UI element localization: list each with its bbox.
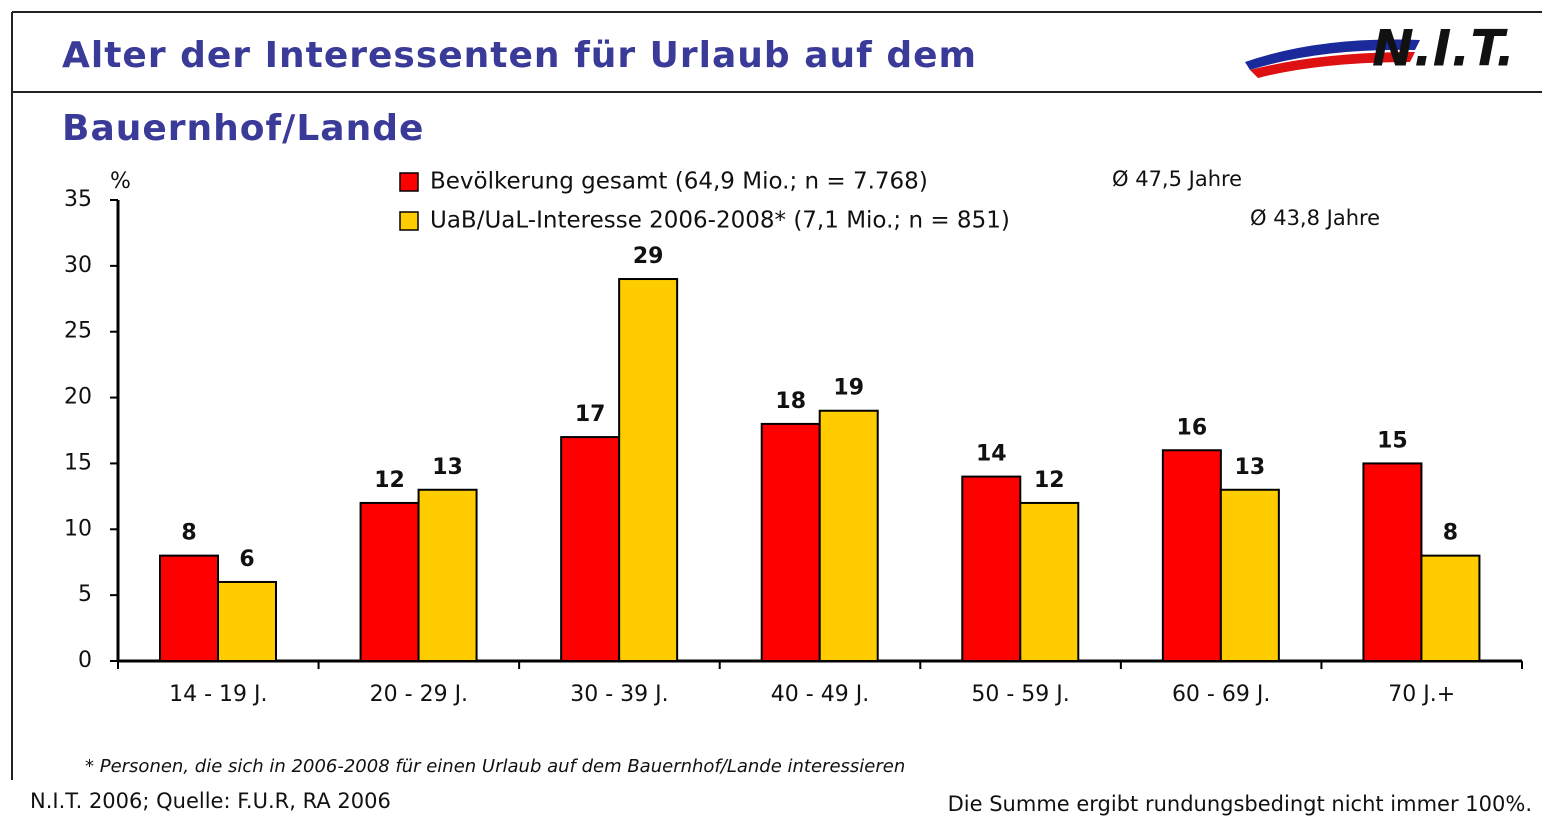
x-tick-label: 30 - 39 J. [570, 682, 668, 707]
bar [159, 554, 219, 663]
bar [1219, 488, 1280, 662]
chart-title: Bauernhof/Lande [62, 108, 424, 149]
footnote: * Personen, die sich in 2006-2008 für ei… [85, 756, 905, 777]
y-tick-label: 30 [64, 253, 92, 278]
y-tick-label: 35 [64, 187, 92, 212]
legend-swatch [399, 172, 419, 192]
value-label: 6 [239, 547, 254, 572]
y-tick-label: 0 [78, 648, 92, 673]
source: N.I.T. 2006; Quelle: F.U.R, RA 2006 [30, 789, 391, 813]
y-tick-label: 10 [64, 516, 92, 541]
x-tick-label: 40 - 49 J. [771, 682, 869, 707]
value-label: 12 [374, 468, 405, 493]
legend-note: Ø 47,5 Jahre [1112, 167, 1242, 191]
bar [961, 475, 1022, 662]
legend-swatch [399, 211, 419, 231]
x-tick-label: 70 J.+ [1388, 682, 1455, 707]
bar [818, 409, 879, 662]
x-tick-label: 20 - 29 J. [370, 682, 468, 707]
x-tick-label: 50 - 59 J. [971, 682, 1069, 707]
bar [417, 488, 478, 662]
value-label: 16 [1177, 415, 1208, 440]
legend-note: Ø 43,8 Jahre [1250, 206, 1380, 230]
bar [760, 422, 821, 662]
x-tick-label: 60 - 69 J. [1172, 682, 1270, 707]
value-label: 14 [976, 442, 1007, 467]
note: Die Summe ergibt rundungsbedingt nicht i… [948, 792, 1532, 816]
chart-title: Alter der Interessenten für Urlaub auf d… [62, 35, 977, 76]
bar [1420, 554, 1481, 663]
value-label: 18 [775, 389, 806, 414]
value-label: 13 [432, 455, 463, 480]
value-label: 8 [181, 521, 196, 546]
y-tick-label: 15 [64, 450, 92, 475]
bar [618, 278, 679, 662]
bar [1362, 462, 1423, 662]
value-label: 19 [833, 376, 864, 401]
y-tick-label: 5 [78, 582, 92, 607]
bar [560, 436, 621, 663]
bar [359, 501, 420, 663]
value-label: 13 [1235, 455, 1266, 480]
y-unit: % [110, 169, 131, 194]
bar [217, 580, 277, 663]
value-label: 12 [1034, 468, 1065, 493]
bar [1161, 449, 1222, 662]
value-label: 15 [1377, 428, 1408, 453]
value-label: 29 [633, 244, 664, 269]
bar [1019, 501, 1080, 663]
value-label: 8 [1443, 521, 1458, 546]
logo-swoosh [1250, 52, 1415, 78]
x-tick-label: 14 - 19 J. [169, 682, 267, 707]
logo-swoosh [1245, 39, 1420, 70]
logo: N.I.T. [1372, 20, 1515, 78]
y-tick-label: 20 [64, 385, 92, 410]
value-label: 17 [575, 402, 606, 427]
legend-label: Bevölkerung gesamt (64,9 Mio.; n = 7.768… [430, 169, 928, 195]
y-tick-label: 25 [64, 319, 92, 344]
legend-label: UaB/UaL-Interesse 2006-2008* (7,1 Mio.; … [430, 208, 1010, 234]
